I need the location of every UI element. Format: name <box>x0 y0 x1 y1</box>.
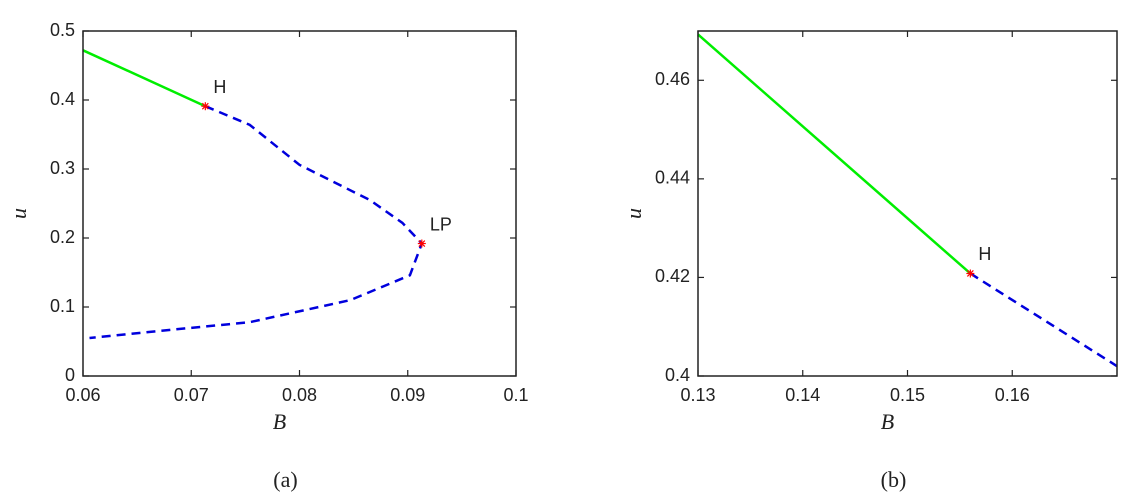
point-marker <box>417 239 426 248</box>
x-tick-label: 0.15 <box>890 385 925 405</box>
panel-label: (b) <box>881 467 907 492</box>
x-tick-label: 0.07 <box>174 385 209 405</box>
x-tick-label: 0.08 <box>282 385 317 405</box>
y-tick-label: 0.5 <box>50 20 75 40</box>
annotation: H <box>213 77 226 97</box>
y-tick-label: 0.4 <box>50 89 75 109</box>
x-tick-label: 0.14 <box>785 385 820 405</box>
point-marker <box>201 102 210 111</box>
marker-stroke <box>418 240 426 247</box>
x-tick-label: 0.06 <box>65 385 100 405</box>
annotation: LP <box>430 214 452 234</box>
y-tick-label: 0.46 <box>655 69 690 89</box>
series-line <box>697 33 972 275</box>
x-tick-label: 0.1 <box>503 385 528 405</box>
y-tick-label: 0.2 <box>50 227 75 247</box>
panel-label: (a) <box>273 467 297 492</box>
axes-box <box>82 30 517 377</box>
axes-box <box>697 30 1118 377</box>
y-tick-label: 0 <box>65 365 75 385</box>
y-axis-label: u <box>621 208 646 219</box>
y-tick-label: 0.4 <box>665 365 690 385</box>
x-tick-label: 0.13 <box>680 385 715 405</box>
series-line <box>969 272 1118 368</box>
y-axis-label: u <box>6 208 31 219</box>
series-line <box>82 49 206 108</box>
y-tick-label: 0.3 <box>50 158 75 178</box>
x-tick-label: 0.09 <box>390 385 425 405</box>
x-axis-label: B <box>273 409 286 434</box>
x-axis-label: B <box>881 409 894 434</box>
series-line <box>89 105 424 340</box>
y-tick-label: 0.1 <box>50 296 75 316</box>
x-tick-label: 0.16 <box>995 385 1030 405</box>
annotation: H <box>978 244 991 264</box>
marker-stroke <box>966 270 974 277</box>
point-marker <box>966 269 975 278</box>
marker-stroke <box>201 102 209 110</box>
y-tick-label: 0.42 <box>655 266 690 286</box>
y-tick-label: 0.44 <box>655 168 690 188</box>
